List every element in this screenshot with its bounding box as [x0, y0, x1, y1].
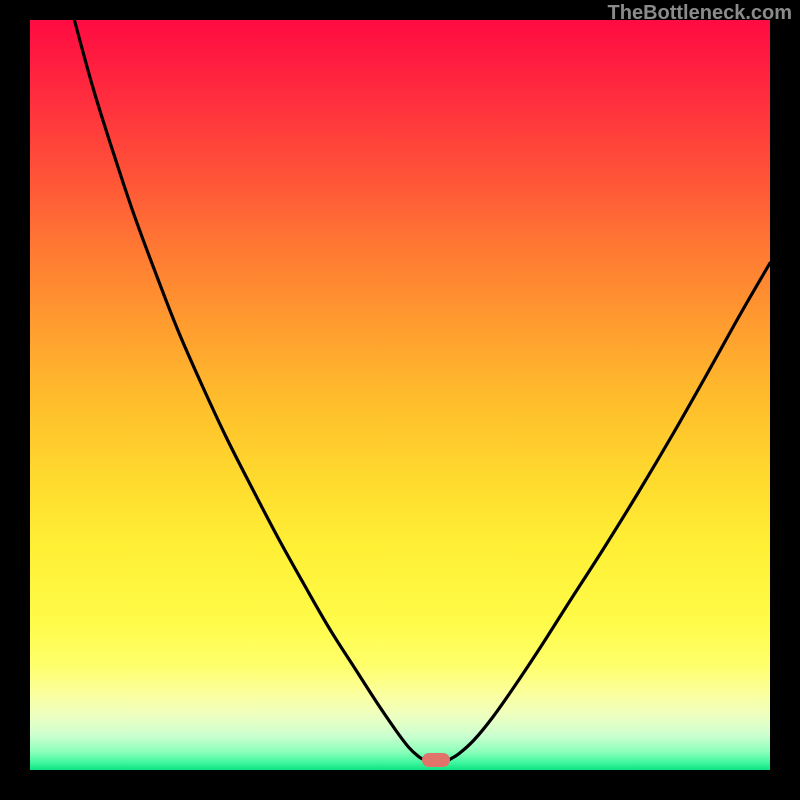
chart-container: TheBottleneck.com — [0, 0, 800, 800]
plot-background — [30, 20, 770, 770]
bottleneck-chart — [0, 0, 800, 800]
watermark-text: TheBottleneck.com — [608, 2, 792, 25]
optimal-marker — [422, 753, 450, 767]
